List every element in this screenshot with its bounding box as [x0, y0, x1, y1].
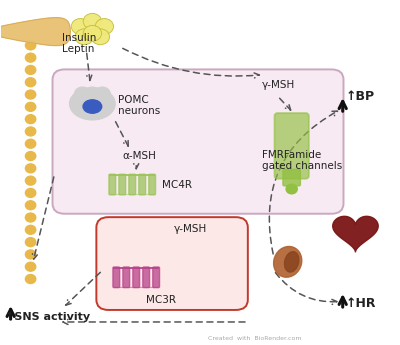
- Circle shape: [286, 184, 297, 194]
- Circle shape: [83, 13, 102, 29]
- Circle shape: [75, 29, 94, 45]
- Circle shape: [26, 164, 36, 173]
- Circle shape: [84, 87, 100, 101]
- Circle shape: [26, 102, 36, 111]
- FancyBboxPatch shape: [143, 267, 150, 288]
- Ellipse shape: [284, 252, 299, 272]
- FancyBboxPatch shape: [139, 174, 146, 195]
- Circle shape: [26, 115, 36, 124]
- Text: Created  with  BioRender.com: Created with BioRender.com: [208, 336, 302, 341]
- Circle shape: [26, 275, 36, 284]
- Circle shape: [26, 78, 36, 87]
- FancyBboxPatch shape: [52, 69, 344, 214]
- FancyBboxPatch shape: [109, 174, 116, 195]
- Circle shape: [26, 201, 36, 210]
- Text: γ-MSH: γ-MSH: [174, 224, 207, 234]
- FancyBboxPatch shape: [113, 267, 120, 288]
- Circle shape: [83, 26, 102, 41]
- Circle shape: [26, 188, 36, 197]
- Ellipse shape: [70, 88, 115, 120]
- Circle shape: [26, 176, 36, 185]
- FancyBboxPatch shape: [153, 267, 160, 288]
- Text: POMC
neurons: POMC neurons: [118, 95, 160, 116]
- FancyBboxPatch shape: [129, 174, 136, 195]
- Circle shape: [26, 151, 36, 160]
- Circle shape: [26, 41, 36, 50]
- Circle shape: [26, 66, 36, 75]
- Circle shape: [26, 53, 36, 62]
- Text: γ-MSH: γ-MSH: [262, 80, 295, 90]
- FancyBboxPatch shape: [133, 267, 140, 288]
- Polygon shape: [0, 18, 70, 46]
- FancyBboxPatch shape: [283, 169, 300, 186]
- Text: Insulin
Leptin: Insulin Leptin: [62, 33, 97, 55]
- Circle shape: [26, 225, 36, 234]
- Circle shape: [95, 19, 114, 34]
- FancyBboxPatch shape: [274, 113, 309, 179]
- Circle shape: [91, 29, 110, 45]
- Circle shape: [74, 87, 90, 101]
- Text: MC4R: MC4R: [162, 179, 192, 189]
- Circle shape: [26, 262, 36, 271]
- Text: α-MSH: α-MSH: [122, 151, 156, 161]
- Text: ↑SNS activity: ↑SNS activity: [5, 312, 90, 322]
- Ellipse shape: [83, 100, 102, 113]
- Circle shape: [26, 238, 36, 247]
- Circle shape: [26, 127, 36, 136]
- Circle shape: [26, 90, 36, 99]
- Circle shape: [71, 19, 90, 34]
- Text: ↑BP: ↑BP: [346, 90, 375, 104]
- Ellipse shape: [274, 246, 302, 277]
- Text: ↑HR: ↑HR: [346, 297, 376, 309]
- Text: FMRFamide
gated channels: FMRFamide gated channels: [262, 150, 342, 171]
- Text: MC3R: MC3R: [146, 295, 176, 305]
- Circle shape: [26, 213, 36, 222]
- Circle shape: [94, 87, 110, 101]
- FancyBboxPatch shape: [96, 217, 248, 310]
- FancyBboxPatch shape: [123, 267, 130, 288]
- Circle shape: [26, 139, 36, 148]
- FancyBboxPatch shape: [119, 174, 126, 195]
- Polygon shape: [333, 216, 378, 252]
- FancyBboxPatch shape: [149, 174, 156, 195]
- Circle shape: [26, 250, 36, 259]
